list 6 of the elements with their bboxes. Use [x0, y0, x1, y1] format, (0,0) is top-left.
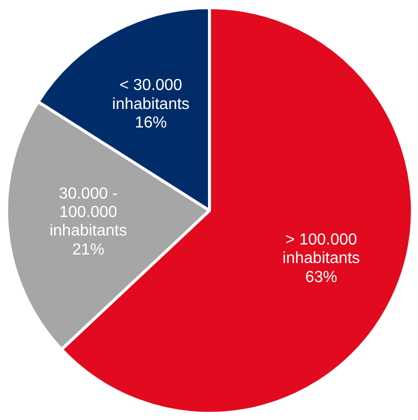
- data-label: 63%: [305, 268, 338, 286]
- slice-label: 30.000 - 100.000 inhabitants: [50, 185, 127, 240]
- slice-label: > 100.000 inhabitants: [282, 231, 360, 268]
- data-label: 21%: [72, 241, 104, 258]
- slice-label: < 30.000 inhabitants: [112, 77, 190, 113]
- data-label: 16%: [134, 114, 167, 132]
